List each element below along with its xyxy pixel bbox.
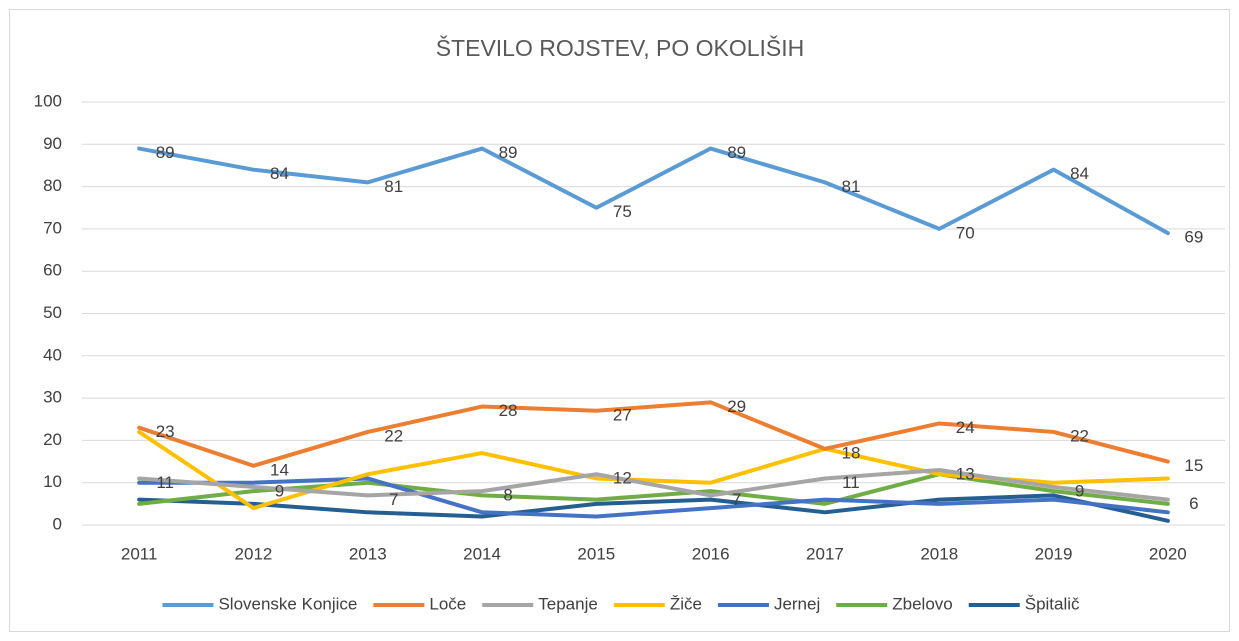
data-label: 11	[156, 473, 174, 492]
data-label: 29	[727, 397, 746, 416]
legend-label: Zbelovo	[892, 594, 952, 613]
x-tick-label: 2014	[463, 544, 501, 563]
x-tick-label: 2020	[1149, 544, 1187, 563]
legend-item: Tepanje	[482, 594, 598, 613]
data-label: 69	[1184, 228, 1203, 247]
data-label: 8	[503, 486, 512, 505]
data-label: 81	[841, 177, 860, 196]
y-tick-label: 40	[43, 345, 62, 364]
y-tick-label: 10	[43, 472, 62, 491]
data-label: 27	[613, 405, 632, 424]
x-tick-label: 2015	[577, 544, 615, 563]
data-label: 23	[156, 422, 175, 441]
y-tick-label: 90	[43, 134, 62, 153]
series-line	[137, 472, 1170, 506]
y-tick-label: 20	[43, 430, 62, 449]
series-line	[137, 468, 1170, 502]
y-tick-label: 0	[53, 514, 62, 533]
data-label: 89	[727, 143, 746, 162]
y-tick-label: 50	[43, 303, 62, 322]
x-tick-label: 2018	[920, 544, 958, 563]
x-tick-label: 2016	[692, 544, 730, 563]
data-label: 70	[956, 223, 975, 242]
data-label: 6	[1189, 494, 1198, 513]
data-label: 18	[841, 443, 860, 462]
series-line	[137, 146, 1170, 236]
legend-label: Slovenske Konjice	[218, 594, 357, 613]
data-label: 24	[956, 418, 975, 437]
data-label: 12	[613, 469, 632, 488]
chart-title: ŠTEVILO ROJSTEV, PO OKOLIŠIH	[436, 34, 805, 61]
data-label: 22	[384, 426, 403, 445]
data-label: 22	[1070, 426, 1089, 445]
data-label: 14	[270, 460, 289, 479]
legend-label: Špitalič	[1025, 594, 1080, 613]
data-label: 89	[499, 143, 518, 162]
y-tick-label: 30	[43, 388, 62, 407]
legend-label: Žiče	[670, 594, 702, 613]
data-label: 9	[275, 481, 284, 500]
series-line	[137, 493, 1170, 523]
y-tick-label: 60	[43, 261, 62, 280]
legend-item: Slovenske Konjice	[162, 594, 357, 613]
data-label: 9	[1075, 481, 1084, 500]
data-label: 81	[384, 177, 403, 196]
data-label: 7	[732, 490, 741, 509]
data-label: 84	[270, 164, 289, 183]
x-tick-label: 2012	[235, 544, 273, 563]
legend-label: Loče	[429, 594, 466, 613]
legend-label: Tepanje	[538, 594, 598, 613]
data-label: 84	[1070, 164, 1089, 183]
data-label: 28	[499, 401, 518, 420]
chart-frame	[9, 9, 1230, 632]
x-tick-label: 2019	[1035, 544, 1073, 563]
data-label: 89	[156, 143, 175, 162]
series-line	[137, 400, 1170, 468]
y-tick-label: 100	[34, 91, 62, 110]
y-tick-label: 70	[43, 218, 62, 237]
data-label: 15	[1184, 456, 1203, 475]
legend-item: Žiče	[613, 594, 702, 613]
legend-item: Špitalič	[968, 594, 1080, 613]
legend-label: Jernej	[774, 594, 820, 613]
series-line	[137, 476, 1170, 519]
y-tick-label: 80	[43, 176, 62, 195]
legend-item: Zbelovo	[836, 594, 953, 613]
x-tick-label: 2013	[349, 544, 387, 563]
x-tick-label: 2017	[806, 544, 844, 563]
x-tick-label: 2011	[121, 544, 158, 563]
data-label: 13	[956, 464, 975, 483]
data-label: 11	[842, 473, 860, 492]
data-label: 75	[613, 202, 632, 221]
legend-item: Loče	[373, 594, 466, 613]
legend-item: Jernej	[717, 594, 820, 613]
data-label: 7	[389, 490, 398, 509]
